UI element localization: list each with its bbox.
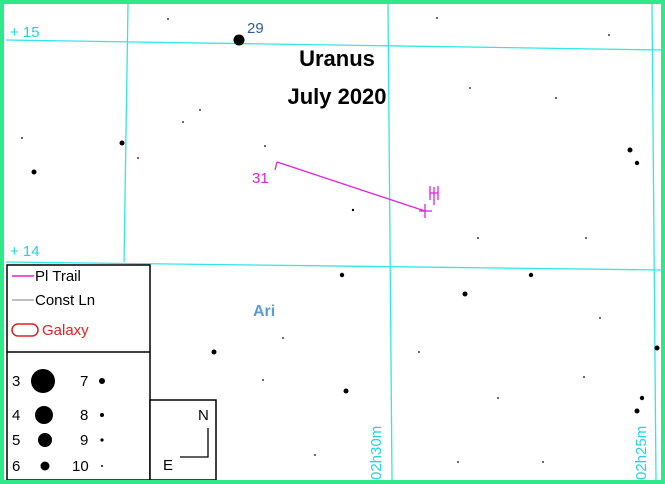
compass-label: N: [198, 407, 209, 424]
star: [119, 140, 125, 146]
legend-item: Galaxy: [42, 322, 89, 339]
star: [634, 408, 640, 414]
star: [528, 272, 534, 278]
planet-trail: [274, 161, 439, 218]
magnitude-label: 4: [12, 407, 20, 424]
star: [31, 169, 37, 175]
ra-line: [387, 3, 393, 481]
title: Uranus: [299, 46, 375, 71]
legend: Pl Trail Const Ln Galaxy 3 4 5 6 7 8 9 1…: [6, 264, 151, 481]
magnitude-label: 3: [12, 373, 20, 390]
star: [462, 291, 468, 297]
ra-line: [651, 3, 657, 481]
legend-item: Pl Trail: [35, 268, 81, 285]
ra-label: 02h30m: [368, 426, 385, 480]
magnitude-label: 10: [72, 458, 89, 475]
magnitude-label: 7: [80, 373, 88, 390]
star-label: 29: [247, 20, 264, 37]
star: [339, 272, 345, 278]
magnitude-label: 9: [80, 432, 88, 449]
star: [639, 395, 645, 401]
compass-label: E: [163, 457, 173, 474]
star: [627, 147, 633, 153]
star: [343, 388, 349, 394]
legend-item: Const Ln: [35, 292, 95, 309]
compass: N E: [149, 399, 217, 481]
ra-line: [123, 3, 129, 263]
star: [654, 345, 660, 351]
trail-label: 31: [252, 170, 269, 187]
constellation-label: Ari: [253, 303, 275, 320]
dec-line: [5, 39, 664, 51]
magnitude-label: 8: [80, 407, 88, 424]
star: [233, 34, 245, 46]
magnitude-label: 5: [12, 432, 20, 449]
stars: [21, 17, 660, 463]
dec-label: + 15: [10, 24, 40, 41]
dec-line: [5, 261, 664, 271]
star: [634, 160, 640, 166]
star: [211, 349, 217, 355]
title: July 2020: [287, 84, 386, 109]
dec-label: + 14: [10, 243, 40, 260]
ra-label: 02h25m: [633, 426, 650, 480]
magnitude-label: 6: [12, 458, 20, 475]
